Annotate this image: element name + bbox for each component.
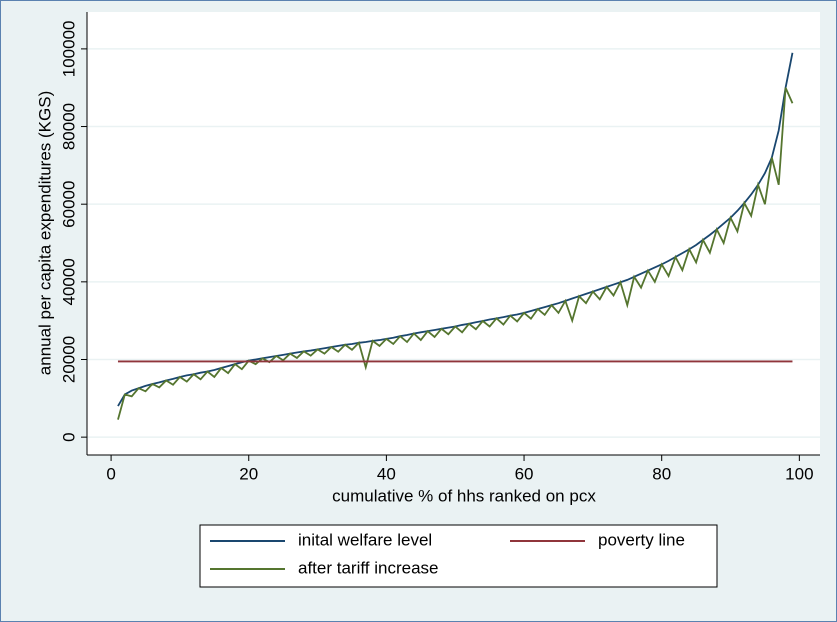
legend-label: poverty line: [598, 530, 685, 549]
x-tick-label: 40: [377, 464, 396, 483]
y-tick-label: 40000: [59, 258, 78, 305]
x-tick-label: 20: [239, 464, 258, 483]
y-axis-title: annual per capita expenditures (KGS): [35, 91, 54, 375]
x-tick-label: 0: [106, 464, 115, 483]
y-tick-label: 0: [59, 432, 78, 441]
legend: [199, 524, 718, 588]
x-tick-label: 100: [785, 464, 813, 483]
series-line: [117, 87, 794, 420]
x-tick-label: 80: [652, 464, 671, 483]
plot-area: [87, 12, 820, 455]
legend-label: after tariff increase: [298, 558, 438, 577]
y-tick-label: 80000: [59, 103, 78, 150]
y-tick-label: 20000: [59, 336, 78, 383]
y-tick-label: 60000: [59, 181, 78, 228]
x-tick-label: 60: [515, 464, 534, 483]
y-tick-label: 100000: [59, 21, 78, 78]
legend-label: inital welfare level: [298, 530, 432, 549]
x-axis-title: cumulative % of hhs ranked on pcx: [332, 486, 596, 505]
